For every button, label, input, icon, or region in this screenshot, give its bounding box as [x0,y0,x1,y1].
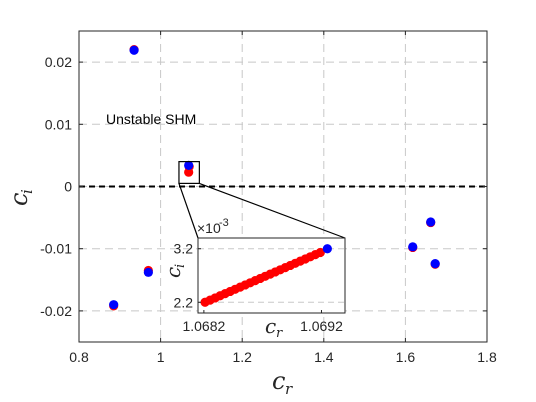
inset-exponent-power: -3 [219,217,229,229]
blue-point [129,45,139,55]
annotation-unstable-shm: Unstable SHM [106,111,196,127]
inset-points [200,244,332,307]
inset-exponent-base: ×10 [197,220,221,236]
x-tick-label: 1.6 [396,349,416,365]
y-tick-label: 0.02 [45,54,72,70]
inset-axes-frame [197,237,346,314]
inset-ticks: 2.2 3.2 1.0682 1.0692 [174,241,344,334]
x-tick-label: 0.8 [69,349,89,365]
x-tick-label: 1.8 [477,349,497,365]
y-axis-label-main: c [5,193,33,206]
inset-exponent: ×10 -3 [197,217,229,236]
y-tick-label: -0.02 [40,303,72,319]
x-axis-label-main: c [272,367,285,395]
inset-y-tick-label: 3.2 [174,241,194,257]
y-tick-label: 0 [64,179,72,195]
inset-y-label-main: c [161,267,185,278]
inset-y-label: c i [161,264,188,278]
main-grid [79,31,487,342]
main-ticks: 0.8 1 1.2 1.4 1.6 1.8 -0.02 -0.01 0 0.01 0.02 [40,31,497,365]
zoom-connector-lines [178,182,346,239]
inset-plot: 2.2 3.2 1.0682 1.0692 ×10 -3 c r c i [161,217,346,341]
inset-red-point [315,247,325,258]
x-axis-label: c r [272,367,293,398]
inset-y-label-sub: i [173,264,188,268]
blue-point [184,160,194,170]
x-axis-label-sub: r [285,380,293,398]
inset-x-label-main: c [265,314,276,338]
y-axis-label: c i [5,189,36,206]
blue-point [109,300,119,310]
blue-point [430,259,440,269]
y-tick-label: 0.01 [45,116,72,132]
zoom-connector-left [178,183,199,239]
inset-x-tick-label: 1.0682 [182,318,225,334]
main-points [109,45,440,311]
inset-x-label: c r [265,314,283,341]
zoom-connector-right [199,182,346,239]
inset-blue-point [322,244,332,254]
x-tick-label: 1.2 [232,349,252,365]
blue-point [143,267,153,277]
x-tick-label: 1 [157,349,165,365]
zoom-box [178,161,200,184]
inset-y-tick-label: 2.2 [174,294,194,310]
y-axis-label-sub: i [18,189,36,194]
blue-point [408,242,418,252]
x-tick-label: 1.4 [314,349,334,365]
blue-point [426,217,436,227]
inset-x-tick-label: 1.0692 [300,318,343,334]
y-tick-label: -0.01 [40,241,72,257]
inset-x-label-sub: r [276,326,283,341]
